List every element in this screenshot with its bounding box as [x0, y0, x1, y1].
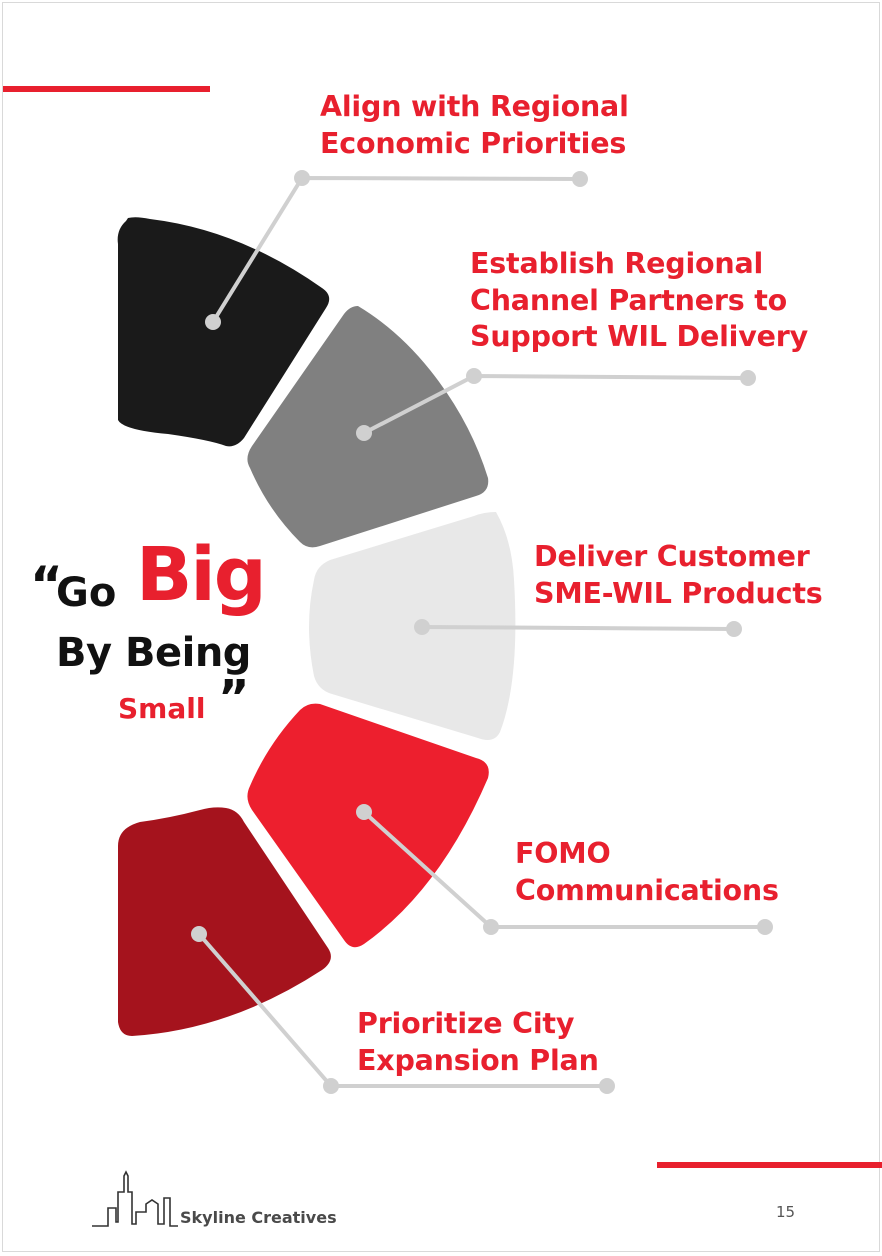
top-accent-rule [3, 86, 210, 92]
item-2-label-line2: Channel Partners to [470, 283, 788, 317]
item-3-label-line2: SME-WIL Products [534, 576, 823, 610]
item-1-label: Align with Regional Economic Priorities [320, 89, 629, 162]
quote-open-mark: “ [30, 556, 63, 614]
quote-word-big: Big [136, 532, 267, 618]
connector-dot [466, 368, 482, 384]
connector-dot [356, 804, 372, 820]
segment-5 [118, 807, 331, 1036]
connector-3 [420, 625, 736, 631]
item-4-label-line2: Communications [515, 873, 779, 907]
item-1-label-line1: Align with Regional [320, 90, 629, 123]
segment-4 [247, 703, 489, 948]
connector-dot [599, 1078, 615, 1094]
connector-dot [740, 370, 756, 386]
item-2-label-line3: Support WIL Delivery [470, 320, 808, 353]
item-3-label: Deliver Customer SME-WIL Products [534, 539, 823, 612]
item-4-label-line1: FOMO [515, 837, 611, 870]
item-3-label-line1: Deliver Customer [534, 540, 810, 573]
page-number: 15 [776, 1203, 796, 1221]
connector-dot [757, 919, 773, 935]
item-5-label: Prioritize City Expansion Plan [357, 1006, 599, 1079]
segment-3 [309, 512, 516, 740]
item-5-label-line2: Expansion Plan [357, 1043, 599, 1077]
item-4-label: FOMO Communications [515, 836, 779, 909]
bottom-accent-rule [657, 1162, 882, 1168]
connector-dot [205, 314, 221, 330]
quote-word-go: Go [56, 570, 117, 616]
item-2-label: Establish Regional Channel Partners to S… [470, 246, 808, 356]
connector-dot [483, 919, 499, 935]
quote-word-small: Small [118, 692, 206, 725]
item-2-label-line1: Establish Regional [470, 247, 764, 280]
quote-line-by-being: By Being [56, 630, 251, 676]
footer-brand: Skyline Creatives [180, 1208, 337, 1227]
connector-dot [323, 1078, 339, 1094]
item-5-label-line1: Prioritize City [357, 1007, 575, 1040]
connector-dot [572, 171, 588, 187]
connector-dot [191, 926, 207, 942]
connector-dot [726, 621, 742, 637]
quote-close-mark: ” [218, 670, 250, 726]
connector-dot [294, 170, 310, 186]
skyline-logo-icon [92, 1170, 178, 1227]
item-1-label-line2: Economic Priorities [320, 126, 627, 160]
segment-1 [117, 217, 330, 447]
connector-dot [414, 619, 430, 635]
connector-dot [356, 425, 372, 441]
